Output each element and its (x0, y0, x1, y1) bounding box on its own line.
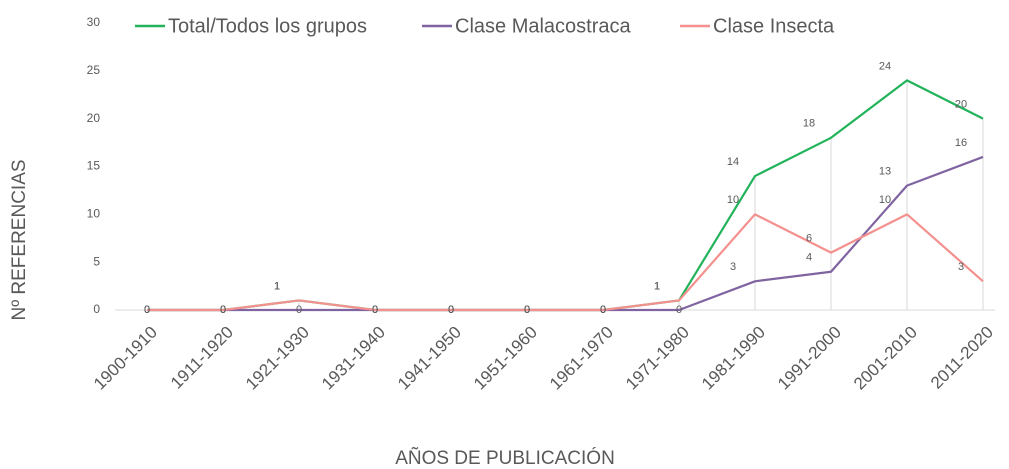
data-label: 0 (144, 304, 150, 316)
data-label: 1 (654, 280, 660, 292)
data-label: 0 (372, 304, 378, 316)
data-label: 1 (274, 280, 280, 292)
x-tick-label: 1911-1920 (167, 323, 237, 393)
data-label: 13 (879, 166, 891, 178)
x-tick-label: 1921-1930 (242, 323, 313, 394)
data-label: 1 (274, 280, 280, 292)
x-tick-label: 1941-1950 (394, 323, 465, 394)
data-label: 0 (524, 304, 530, 316)
data-label: 1 (654, 280, 660, 292)
x-tick-label: 1991-2000 (774, 323, 845, 394)
data-label: 6 (806, 233, 812, 245)
data-label: 0 (600, 304, 606, 316)
x-tick-label: 1931-1940 (318, 323, 389, 394)
data-label: 0 (220, 304, 226, 316)
data-label: 0 (600, 304, 606, 316)
x-tick-label: 2011-2020 (927, 323, 997, 393)
series-line (147, 155, 984, 312)
data-label: 0 (524, 304, 530, 316)
data-label: 0 (144, 304, 150, 316)
data-label: 14 (727, 156, 739, 168)
data-label: 0 (220, 304, 226, 316)
x-tick-label: 1971-1980 (622, 323, 693, 394)
data-label: 0 (600, 304, 606, 316)
y-axis-title: Nº REFERENCIAS (9, 159, 30, 320)
y-tick-label: 0 (93, 302, 100, 316)
data-label: 0 (448, 304, 454, 316)
data-label: 10 (879, 194, 891, 206)
data-label: 24 (879, 60, 891, 72)
legend-label: Clase Insecta (713, 15, 835, 37)
y-tick-label: 30 (87, 15, 101, 29)
x-tick-label: 2001-2010 (850, 323, 921, 394)
data-label: 18 (803, 118, 815, 130)
data-label: 20 (955, 99, 967, 111)
data-label: 0 (372, 304, 378, 316)
data-label: 3 (730, 261, 736, 273)
data-label: 16 (955, 137, 967, 149)
x-tick-label: 1981-1990 (698, 323, 769, 394)
data-label: 0 (448, 304, 454, 316)
y-tick-label: 5 (93, 254, 100, 268)
x-tick-label: 1951-1960 (470, 323, 541, 394)
data-label: 0 (676, 304, 682, 316)
x-axis-title: AÑOS DE PUBLICACIÓN (395, 447, 615, 469)
x-tick-label: 1900-1910 (90, 323, 161, 394)
legend-label: Clase Malacostraca (455, 15, 632, 37)
data-label: 0 (296, 304, 302, 316)
data-label: 0 (448, 304, 454, 316)
data-label: 0 (372, 304, 378, 316)
y-tick-label: 10 (87, 207, 101, 221)
data-label: 0 (144, 304, 150, 316)
y-tick-label: 15 (87, 159, 101, 173)
data-label: 0 (524, 304, 530, 316)
y-tick-label: 20 (87, 111, 101, 125)
legend-label: Total/Todos los grupos (168, 15, 367, 37)
data-label: 4 (806, 252, 812, 264)
data-label: 0 (220, 304, 226, 316)
y-tick-label: 25 (87, 63, 101, 77)
series-line (147, 79, 984, 312)
x-tick-label: 1961-1970 (546, 323, 617, 394)
data-label: 3 (958, 261, 964, 273)
data-label: 10 (727, 194, 739, 206)
series-line (147, 213, 984, 312)
